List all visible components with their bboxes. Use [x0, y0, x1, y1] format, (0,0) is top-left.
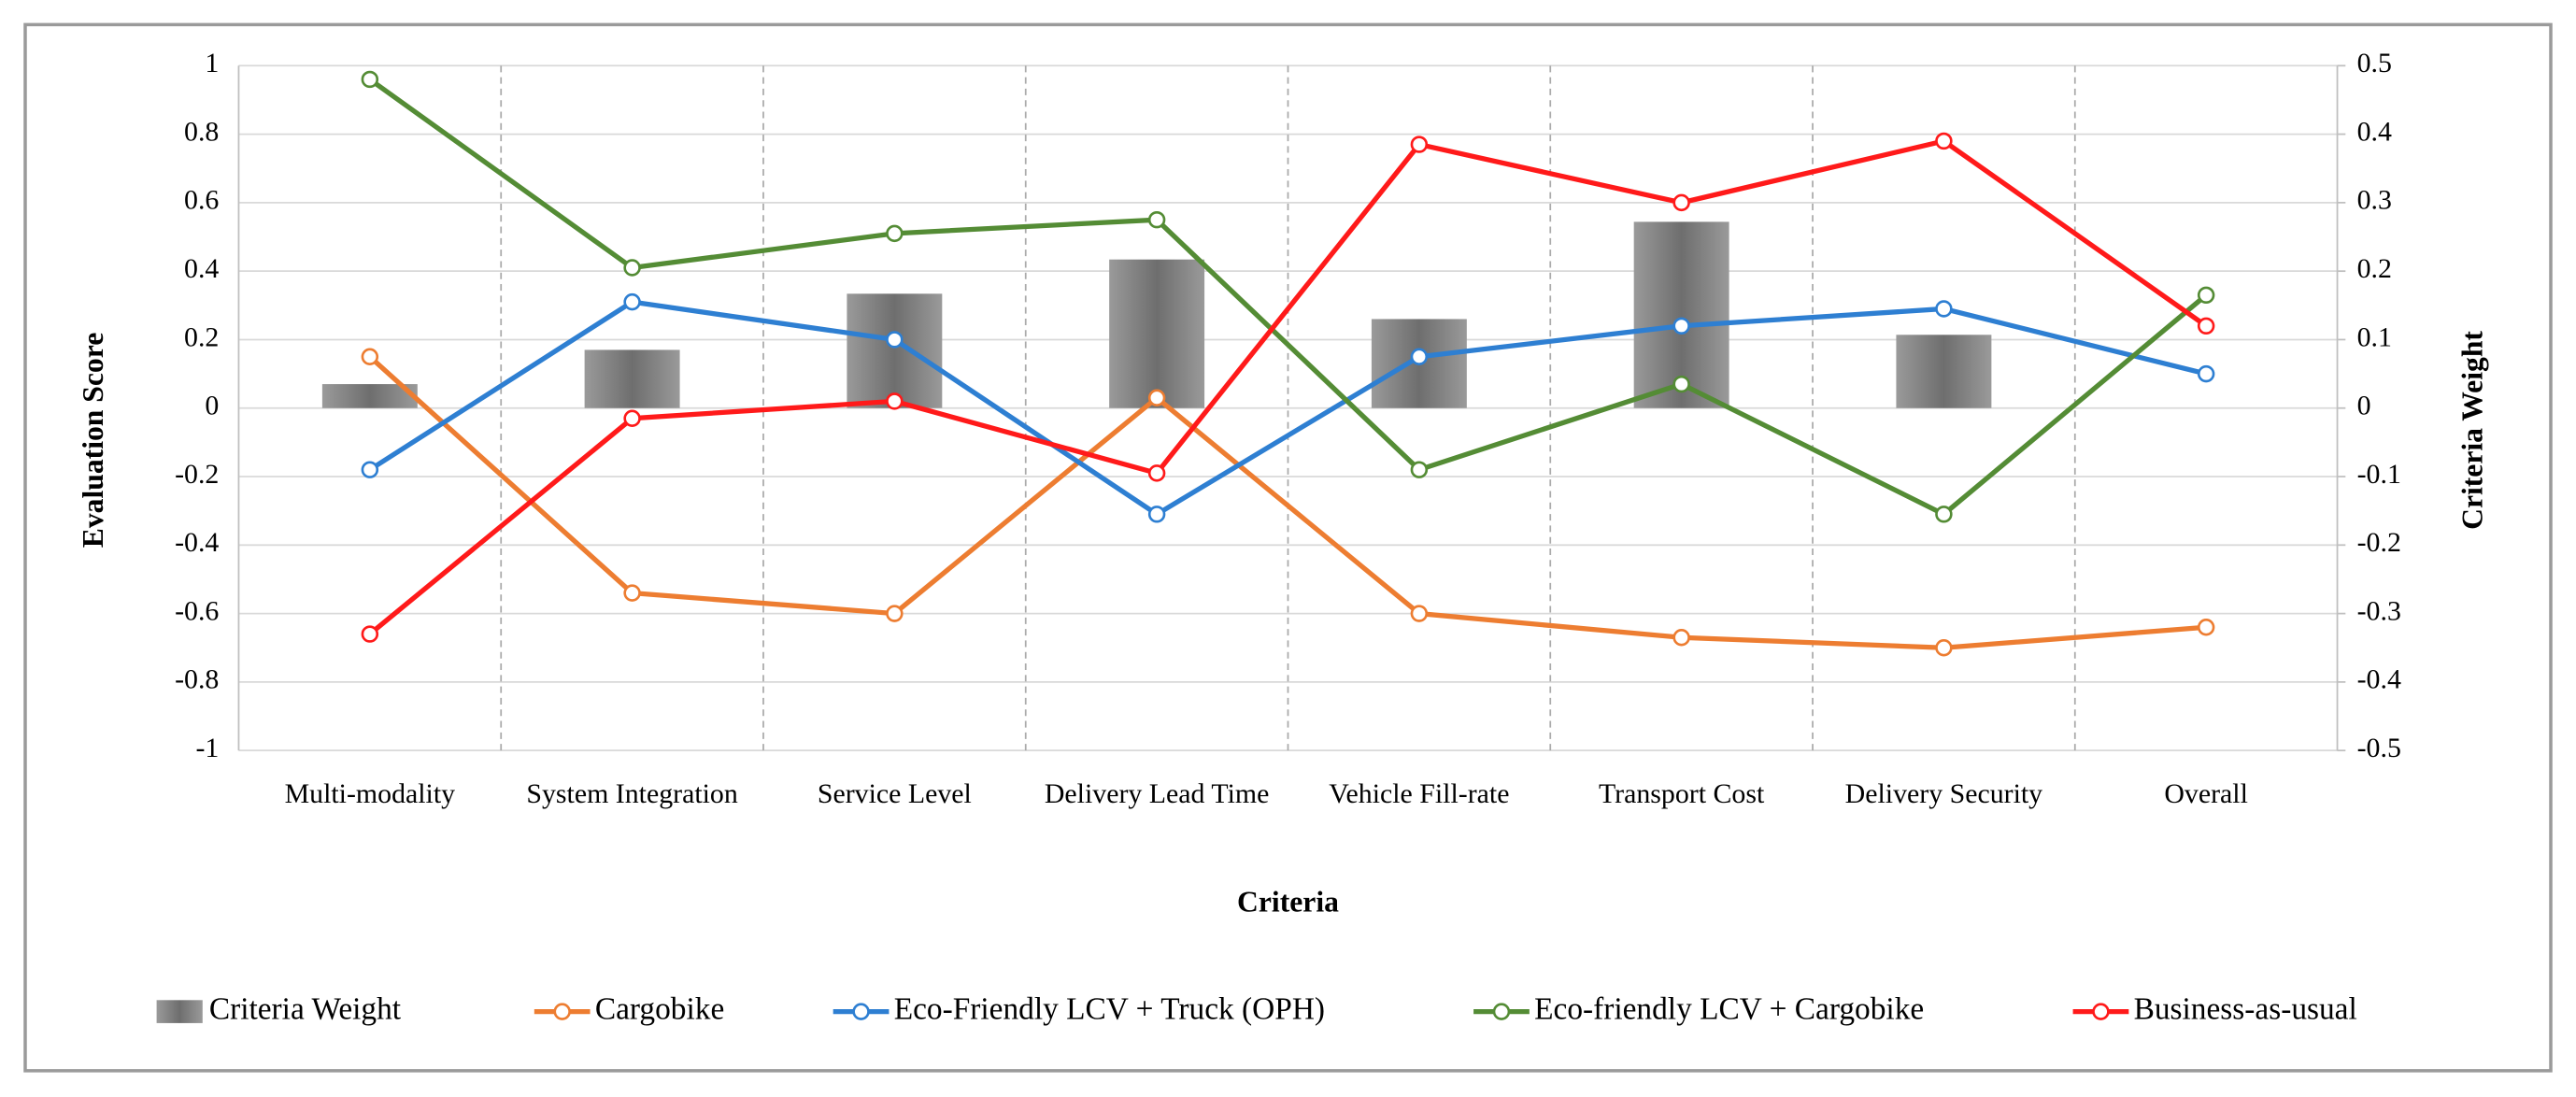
- point: [361, 348, 379, 365]
- point: [1147, 210, 1166, 229]
- point: [886, 224, 904, 243]
- series-line: [368, 77, 2208, 518]
- y2-tick-label: 0.3: [2357, 185, 2392, 216]
- bar: [584, 349, 680, 408]
- y2-tick-label: 0: [2357, 391, 2371, 421]
- x-tick-label: Transport Cost: [1599, 778, 1765, 809]
- legend-marker: [553, 1003, 571, 1020]
- series-line: [368, 299, 2207, 518]
- legend-label: Eco-friendly LCV + Cargobike: [1534, 991, 1924, 1026]
- x-tick-label: Overall: [2164, 778, 2248, 809]
- point: [361, 70, 379, 89]
- legend-marker: [2092, 1003, 2110, 1020]
- point: [2197, 317, 2215, 335]
- y-tick-label: 0.6: [184, 185, 219, 216]
- y2-tick-label: -0.3: [2357, 595, 2401, 626]
- y2-tick-label: -0.4: [2357, 664, 2401, 695]
- legend-marker: [1492, 1003, 1511, 1020]
- legend-marker: [852, 1003, 870, 1020]
- point: [1935, 300, 1953, 318]
- point: [1147, 389, 1166, 406]
- point: [2197, 364, 2215, 383]
- series-line: [368, 138, 2208, 636]
- point: [2197, 619, 2215, 636]
- point: [1410, 605, 1429, 622]
- y2-tick-label: 0.4: [2357, 116, 2392, 147]
- legend-swatch: [156, 1000, 203, 1023]
- y-tick-label: 0.4: [184, 253, 219, 284]
- x-tick-label: Multi-modality: [285, 778, 456, 809]
- y-tick-label: 0.8: [184, 116, 219, 147]
- point: [1147, 506, 1166, 523]
- point: [1935, 132, 1953, 150]
- x-tick-label: System Integration: [526, 778, 737, 809]
- point: [1672, 629, 1690, 647]
- point: [1410, 461, 1429, 478]
- point: [1410, 135, 1429, 153]
- y-tick-label: -1: [196, 733, 220, 763]
- legend-label: Cargobike: [595, 991, 724, 1026]
- y-tick-label: -0.8: [175, 664, 219, 695]
- y-tick-label: 1: [205, 48, 219, 78]
- y-tick-label: -0.4: [175, 527, 219, 558]
- point: [623, 292, 641, 311]
- point: [2197, 286, 2215, 305]
- x-tick-label: Vehicle Fill-rate: [1329, 778, 1509, 809]
- point: [1147, 464, 1166, 482]
- legend-label: Criteria Weight: [209, 991, 402, 1026]
- point: [886, 392, 904, 410]
- y2-axis-title: Criteria Weight: [2455, 331, 2488, 530]
- y-tick-label: 0.2: [184, 321, 219, 352]
- x-tick-label: Service Level: [818, 778, 972, 809]
- point: [886, 331, 904, 349]
- y2-tick-label: -0.1: [2357, 459, 2401, 490]
- x-axis-title: Criteria: [1237, 886, 1339, 919]
- bar: [847, 293, 943, 408]
- point: [1935, 639, 1953, 657]
- point: [886, 605, 904, 622]
- bar: [1896, 335, 1992, 408]
- legend-label: Eco-Friendly LCV + Truck (OPH): [894, 991, 1325, 1026]
- point: [361, 625, 379, 643]
- y-tick-label: 0: [205, 391, 219, 421]
- series-line: [368, 354, 2207, 650]
- y2-tick-label: 0.1: [2357, 321, 2392, 352]
- legend-label: Business-as-usual: [2134, 991, 2357, 1026]
- point: [1672, 317, 1690, 335]
- point: [361, 461, 379, 478]
- x-tick-label: Delivery Security: [1845, 778, 2043, 809]
- y-tick-label: -0.2: [175, 459, 219, 490]
- y2-tick-label: -0.2: [2357, 527, 2401, 558]
- y2-tick-label: -0.5: [2357, 733, 2401, 763]
- bar: [1109, 259, 1205, 408]
- point: [623, 259, 641, 277]
- y-tick-label: -0.6: [175, 595, 219, 626]
- point: [1672, 193, 1690, 212]
- point: [623, 584, 641, 602]
- frame: [23, 22, 2553, 1073]
- point: [1935, 506, 1953, 523]
- x-tick-label: Delivery Lead Time: [1045, 778, 1270, 809]
- point: [1410, 348, 1429, 365]
- y2-tick-label: 0.2: [2357, 253, 2392, 284]
- y2-tick-label: 0.5: [2357, 48, 2392, 78]
- y-axis-title: Evaluation Score: [77, 333, 109, 548]
- point: [1672, 375, 1690, 393]
- point: [623, 409, 641, 427]
